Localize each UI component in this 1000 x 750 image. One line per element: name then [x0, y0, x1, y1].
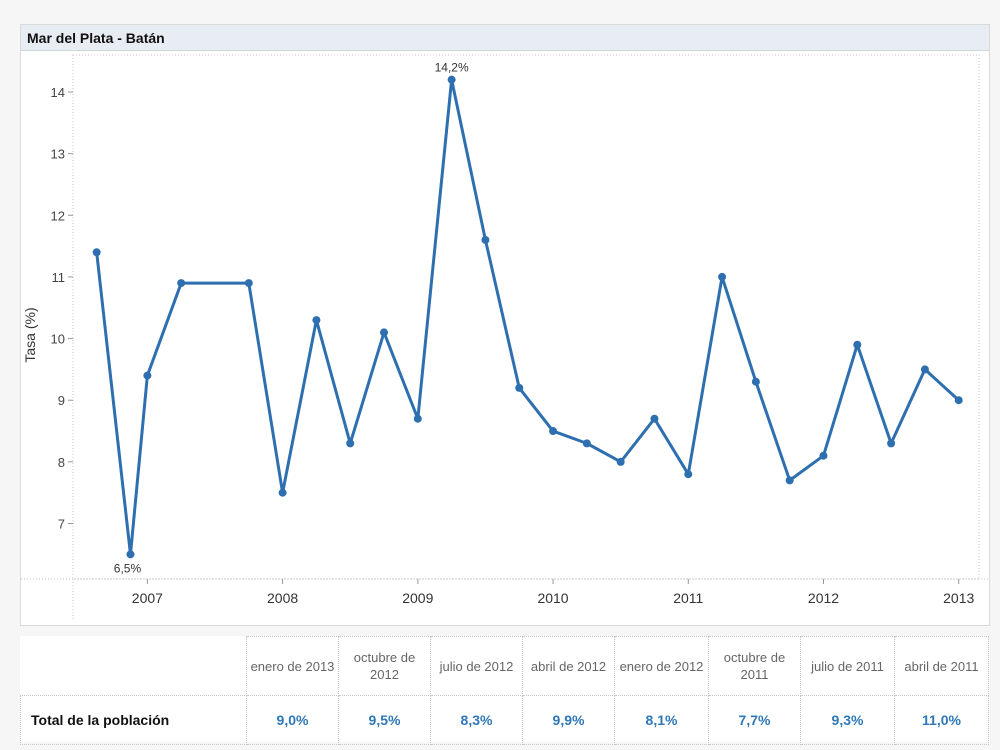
y-tick-label: 8 [58, 455, 65, 470]
data-point [177, 279, 186, 288]
y-axis-label: Tasa (%) [22, 307, 38, 362]
summary-table-container: enero de 2013 octubre de 2012 julio de 2… [20, 636, 989, 745]
table-corner-cell [20, 636, 247, 696]
table-cell-value: 8,1% [614, 695, 709, 745]
data-point [751, 377, 760, 386]
x-tick-label: 2009 [402, 590, 433, 606]
data-point [718, 272, 727, 281]
panel-title: Mar del Plata - Batán [21, 25, 989, 51]
data-point [413, 414, 422, 423]
column-header: abril de 2012 [522, 636, 615, 696]
data-point [515, 383, 524, 392]
table-cell-value: 9,9% [522, 695, 615, 745]
data-point [143, 371, 152, 380]
data-point [920, 365, 929, 374]
data-label: 6,5% [114, 561, 142, 575]
table-cell-value: 9,3% [800, 695, 895, 745]
y-tick-label: 11 [52, 270, 66, 285]
y-tick-label: 9 [58, 393, 65, 408]
column-header: enero de 2013 [246, 636, 339, 696]
x-tick-label: 2011 [673, 590, 703, 606]
data-point [278, 488, 287, 497]
column-header: enero de 2012 [614, 636, 709, 696]
column-header: julio de 2011 [800, 636, 895, 696]
table-cell-value: 7,7% [708, 695, 801, 745]
data-point [380, 328, 389, 337]
table-cell-value: 9,0% [246, 695, 339, 745]
plot-area-frame [72, 54, 980, 580]
table-row: Total de la población 9,0% 9,5% 8,3% 9,9… [20, 695, 989, 745]
table-cell-value: 9,5% [338, 695, 431, 745]
data-point [616, 457, 625, 466]
y-tick-label: 10 [51, 332, 65, 347]
data-point [887, 439, 896, 448]
data-point [819, 451, 828, 460]
y-tick-label: 7 [58, 517, 65, 532]
row-label: Total de la población [20, 695, 247, 745]
line-chart: 7 8 9 10 11 12 13 14 Tasa (%) 2007 2008 2009 2010 201… [21, 54, 989, 619]
table-cell-value: 8,3% [430, 695, 523, 745]
table-cell-value: 11,0% [894, 695, 989, 745]
data-point [312, 316, 321, 325]
data-label: 14,2% [435, 61, 469, 75]
table-header-row: enero de 2013 octubre de 2012 julio de 2… [20, 636, 989, 696]
summary-table: enero de 2013 octubre de 2012 julio de 2… [20, 636, 989, 745]
y-tick-label: 13 [51, 147, 65, 162]
data-point [650, 414, 659, 423]
data-point [785, 476, 794, 485]
data-point [244, 279, 253, 288]
data-point [853, 340, 862, 349]
x-tick-label: 2008 [267, 590, 298, 606]
column-header: octubre de 2011 [708, 636, 801, 696]
column-header: abril de 2011 [894, 636, 989, 696]
data-point [126, 550, 135, 559]
x-tick-label: 2007 [132, 590, 163, 606]
series-line [95, 78, 961, 556]
data-point [447, 75, 456, 84]
chart-panel: 7 8 9 10 11 12 13 14 Tasa (%) 2007 2008 2009 2010 201… [20, 24, 990, 626]
x-tick-label: 2012 [808, 590, 839, 606]
data-point [481, 235, 490, 244]
x-tick-label: 2010 [537, 590, 568, 606]
y-tick-label: 12 [51, 208, 65, 223]
data-point [92, 248, 101, 257]
data-point [549, 427, 558, 436]
data-point [684, 470, 693, 479]
data-point [346, 439, 355, 448]
data-point [582, 439, 591, 448]
data-point [954, 396, 963, 405]
column-header: julio de 2012 [430, 636, 523, 696]
y-tick-label: 14 [51, 85, 65, 100]
x-tick-label: 2013 [943, 590, 974, 606]
column-header: octubre de 2012 [338, 636, 431, 696]
